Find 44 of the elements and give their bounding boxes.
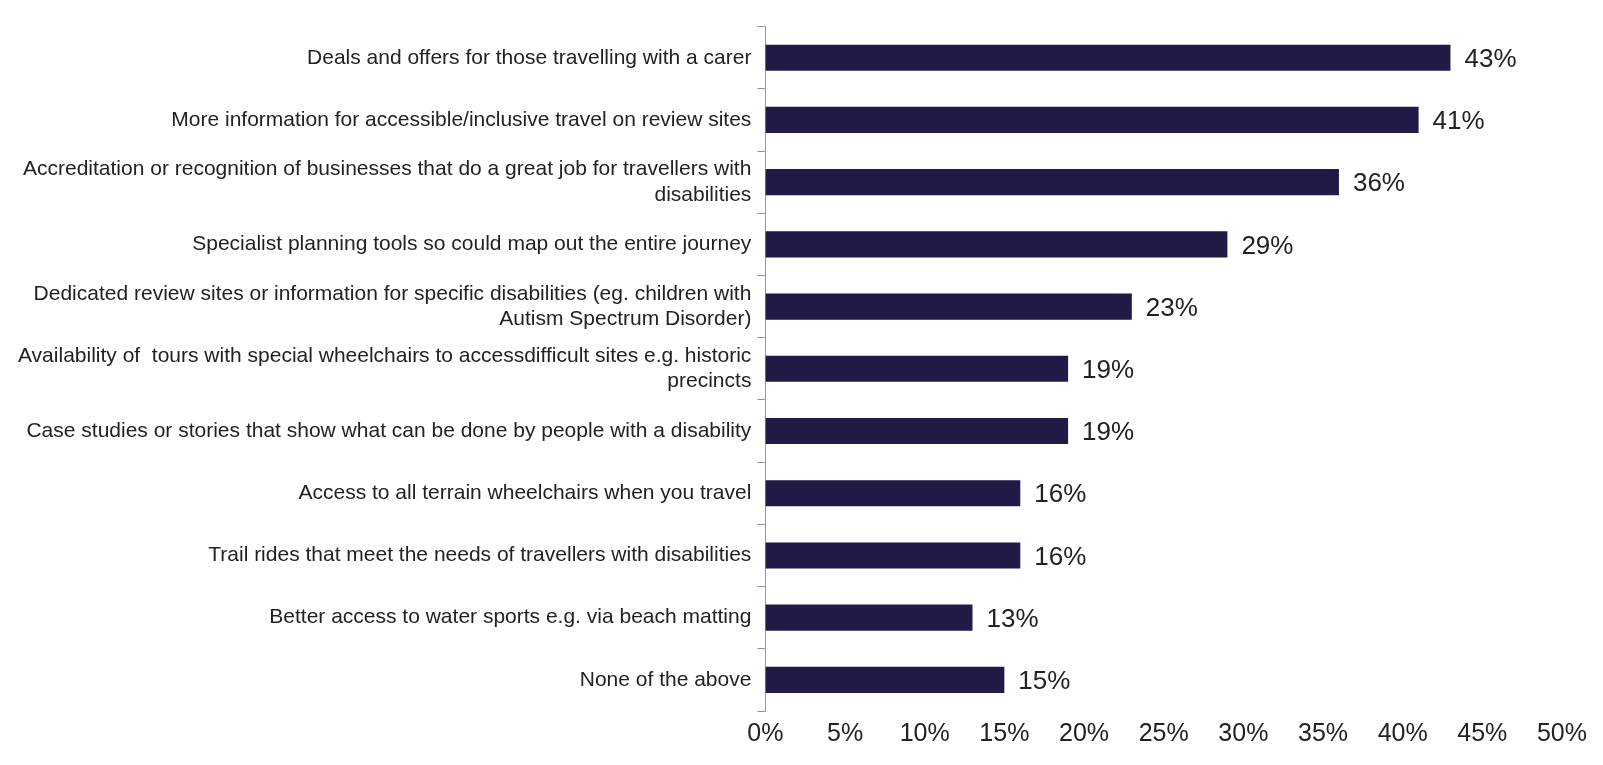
x-tick-label: 20% <box>1059 717 1110 746</box>
x-tick-label: 35% <box>1297 717 1349 746</box>
data-label: 15% <box>1018 665 1071 696</box>
y-tick-label: None of the above <box>579 666 752 690</box>
bar <box>765 231 1228 258</box>
bar <box>765 417 1069 445</box>
y-tick-label: Trail rides that meet the needs of travellers with disabilities <box>208 542 752 566</box>
data-label: 13% <box>986 602 1039 633</box>
data-label: 19% <box>1082 416 1135 447</box>
bar <box>765 666 1005 693</box>
x-tick-label: 0% <box>747 717 784 746</box>
x-tick-label: 5% <box>826 717 864 746</box>
bar <box>765 542 1021 569</box>
y-tick-label: Access to all terrain wheelchairs when you travel <box>298 480 752 504</box>
y-tick-label: Accreditation or recognition of businesses that do a great job for travellers with disabilities <box>22 156 752 205</box>
y-tick-label: Deals and offers for those travelling with a carer <box>307 44 752 68</box>
data-label: 29% <box>1241 229 1294 260</box>
y-tick-label: Case studies or stories that show what can be done by people with a disability <box>26 417 752 441</box>
data-label: 36% <box>1352 167 1405 198</box>
data-label: 19% <box>1082 353 1135 384</box>
x-tick-label: 40% <box>1377 717 1428 746</box>
x-tick-label: 25% <box>1138 717 1189 746</box>
data-label: 16% <box>1034 478 1087 509</box>
y-tick-label: Specialist planning tools so could map out the entire journey <box>192 231 752 255</box>
data-label: 43% <box>1464 42 1517 73</box>
x-tick-label: 10% <box>899 717 950 746</box>
bar <box>765 293 1132 320</box>
y-tick-label: More information for accessible/inclusive travel on review sites <box>171 106 752 130</box>
x-tick-label: 30% <box>1218 717 1269 746</box>
data-label: 16% <box>1034 540 1087 571</box>
bar <box>765 355 1069 382</box>
x-tick-label: 15% <box>979 717 1030 746</box>
bar <box>765 106 1419 133</box>
y-tick-label: Better access to water sports e.g. via beach matting <box>269 604 752 628</box>
bar <box>765 44 1451 71</box>
bar <box>765 480 1021 507</box>
data-label: 41% <box>1432 105 1485 136</box>
x-tick-label: 45% <box>1457 717 1508 746</box>
bar <box>765 604 973 631</box>
y-tick-label: Dedicated review sites or information for specific disabilities (eg. children with Autism Spectrum Disorder) <box>33 280 752 329</box>
x-tick-label: 50% <box>1536 717 1588 746</box>
y-tick-label: Availability of tours with special wheelchairs to accessdifficult sites e.g. historic precincts <box>17 343 752 392</box>
bar <box>765 169 1339 196</box>
data-label: 23% <box>1145 291 1198 322</box>
